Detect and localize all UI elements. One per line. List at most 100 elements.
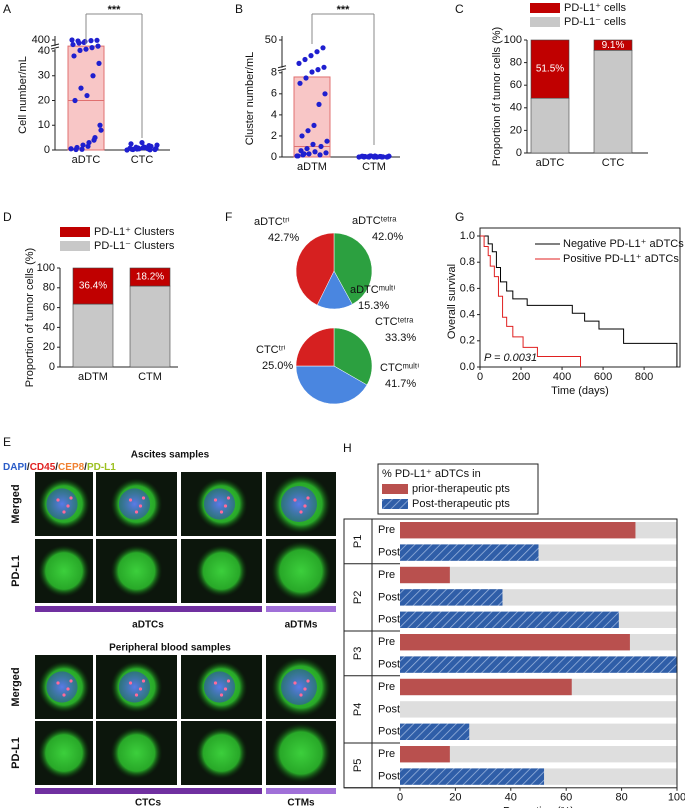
x-tick-label: 20 — [449, 792, 461, 804]
x-tick-label: 600 — [594, 371, 612, 383]
data-point — [88, 38, 94, 44]
y-axis-label: Proportion of tumor cells (%) — [24, 248, 36, 387]
bar — [400, 566, 450, 584]
signal-dot — [69, 679, 73, 683]
axis-break-mark — [277, 68, 287, 72]
data-point — [304, 145, 310, 152]
section-title: Peripheral blood samples — [109, 643, 231, 654]
y-tick-label: 30 — [38, 70, 50, 82]
slice-value-label: 42.0% — [372, 231, 403, 243]
row-label: Post — [378, 591, 400, 603]
signal-dot — [66, 687, 70, 691]
row-label: Merged — [10, 667, 22, 706]
row-label: Post — [378, 771, 400, 783]
data-point — [128, 141, 134, 147]
bar-segment — [593, 49, 633, 154]
x-tick-label: 0 — [397, 792, 403, 804]
signal-dot — [293, 681, 297, 685]
survival-line — [480, 235, 678, 367]
y-tick-label: 80 — [43, 282, 55, 294]
signal-dot — [56, 498, 60, 502]
x-tick-label: aDTM — [78, 371, 108, 383]
legend-swatch — [382, 499, 408, 509]
nucleus — [281, 486, 317, 522]
bar — [400, 768, 545, 785]
bar — [400, 544, 539, 561]
y-tick-label: 0 — [271, 151, 277, 163]
bar-track — [400, 701, 677, 718]
stain-name: DAPI — [3, 462, 27, 473]
data-point — [70, 41, 76, 48]
data-point — [365, 154, 371, 160]
data-point — [295, 153, 301, 159]
data-point — [72, 97, 78, 104]
y-tick-label: 40 — [38, 45, 50, 57]
value-label: 51.5% — [536, 64, 564, 75]
y-tick-label: 2 — [271, 130, 277, 142]
y-tick-label: 0 — [49, 361, 55, 373]
legend-title: % PD-L1⁺ aDTCs in — [382, 468, 481, 480]
y-tick-label: 0 — [516, 147, 522, 159]
signal-dot — [213, 681, 218, 685]
data-point — [377, 153, 383, 160]
slice-label: CTCᵗᵉᵗʳᵃ — [375, 316, 414, 328]
bar — [400, 634, 630, 651]
signal-dot — [62, 693, 66, 697]
data-point — [85, 143, 91, 149]
data-point — [152, 146, 158, 153]
data-point — [302, 56, 308, 63]
significance-label: *** — [337, 4, 351, 16]
group-label: CTCs — [135, 798, 162, 808]
data-point — [310, 141, 316, 147]
panel-letter: H — [343, 441, 352, 455]
data-point — [323, 150, 329, 156]
legend-swatch — [60, 227, 90, 237]
bar — [400, 522, 636, 539]
signal-dot — [306, 679, 310, 683]
y-tick-label: 8 — [271, 67, 277, 79]
slice-value-label: 15.3% — [358, 300, 389, 312]
bar — [400, 746, 450, 763]
slice-value-label: 41.7% — [385, 378, 416, 390]
signal-dot — [223, 687, 228, 691]
group-label: P2 — [352, 591, 364, 604]
signal-dot — [141, 496, 146, 500]
y-tick-label: 60 — [43, 302, 55, 314]
bar — [400, 589, 503, 606]
signal-dot — [306, 496, 310, 500]
group-label: P3 — [352, 647, 364, 660]
legend-label: prior-therapeutic pts — [412, 483, 510, 495]
x-tick-label: 0 — [477, 371, 483, 383]
panel-letter: E — [3, 435, 11, 449]
data-point — [68, 146, 74, 152]
y-tick-label: 20 — [510, 124, 522, 136]
data-point — [371, 154, 377, 160]
pie-slice — [333, 327, 373, 386]
signal-dot — [219, 693, 224, 697]
legend-label: PD-L1⁺ Clusters — [94, 226, 175, 238]
signal-dot — [69, 496, 73, 500]
pie-slice — [333, 232, 373, 305]
bar-track — [400, 566, 677, 584]
x-tick-label: 200 — [512, 371, 530, 383]
y-tick-label: 100 — [37, 262, 55, 274]
cell-stain — [38, 545, 90, 597]
slice-label: aDTCᵗᵉᵗʳᵃ — [352, 215, 397, 227]
y-tick-label: 0.0 — [460, 361, 475, 373]
signal-dot — [303, 687, 307, 691]
group-label: aDTCs — [132, 620, 164, 631]
group-bar — [35, 788, 262, 794]
row-label: Post — [378, 703, 400, 715]
axis-break-mark — [277, 65, 287, 69]
data-point — [77, 47, 83, 53]
y-axis-label: Cell number/mL — [17, 56, 29, 134]
data-point — [80, 142, 86, 148]
signal-dot — [56, 681, 60, 685]
group-label: aDTMs — [285, 620, 318, 631]
legend-label: Negative PD-L1⁺ aDTCs — [563, 238, 684, 250]
data-point — [94, 37, 100, 43]
y-axis-label: Overall survival — [446, 264, 458, 339]
data-point — [95, 43, 101, 49]
data-point — [296, 60, 302, 66]
